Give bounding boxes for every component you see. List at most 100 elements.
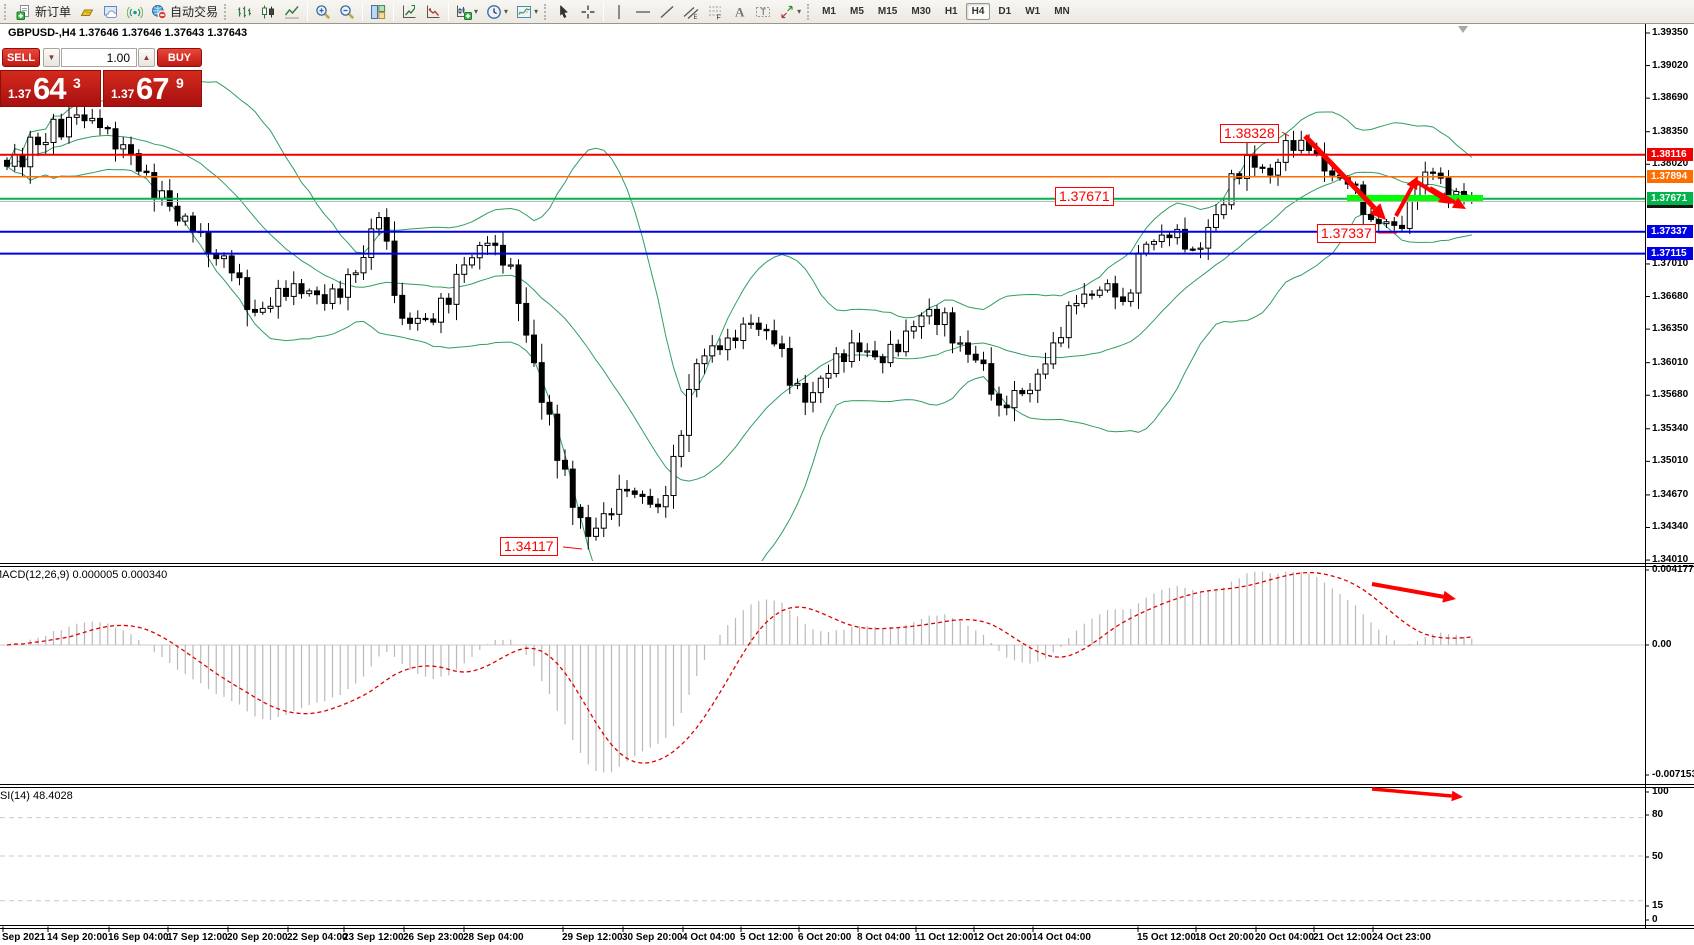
depth-of-market-button[interactable] (75, 1, 99, 22)
rsi-axis-tick: 15 (1652, 900, 1664, 911)
templates-button[interactable]: ▾ (512, 1, 542, 22)
chevron-down-icon[interactable]: ▾ (504, 7, 509, 16)
horizontal-level-lines[interactable] (0, 153, 1645, 255)
price-marker-1.37115: 1.37115 (1647, 247, 1693, 261)
tline-icon (660, 5, 674, 18)
navigator-button[interactable] (421, 1, 445, 22)
symbol-ohlc-line: GBPUSD-,H4 1.37646 1.37646 1.37643 1.376… (8, 27, 248, 39)
time-axis-label: 22 Sep 04:00 (287, 932, 348, 943)
time-axis-label: 4 Oct 04:00 (682, 932, 736, 943)
buy-price-panel[interactable]: 1.37 67 9 (103, 70, 202, 107)
main-chart-panel (4, 81, 1475, 561)
signals-button[interactable] (123, 1, 147, 22)
gold-icon (80, 9, 94, 16)
price-axis-tick: 1.35680 (1652, 389, 1689, 401)
price-axis-tick: 1.34340 (1652, 521, 1689, 533)
new-chart-button[interactable]: ▾ (452, 1, 482, 22)
draw-channel-button[interactable]: E (679, 1, 703, 22)
toolbar-separator (307, 2, 309, 21)
toolbar-grip (807, 3, 811, 20)
sell-price-big: 64 (33, 71, 66, 106)
time-axis-label: 12 Oct 20:00 (973, 932, 1032, 943)
timeframe-m30-button[interactable]: M30 (911, 6, 931, 17)
timeframe-w1-button[interactable]: W1 (1025, 6, 1041, 17)
new-order-icon (16, 4, 29, 20)
timeframe-mn-button[interactable]: MN (1054, 6, 1070, 17)
timeframe-d1-button[interactable]: D1 (998, 6, 1012, 17)
draw-text-button[interactable]: A (727, 1, 751, 22)
price-tag-annotation[interactable]: 1.37671 (1055, 187, 1114, 206)
timeframe-h1-button[interactable]: H1 (944, 6, 958, 17)
price-axis-tick: 1.36680 (1652, 290, 1689, 302)
cursor-button[interactable] (552, 1, 576, 22)
chevron-down-icon[interactable]: ▾ (534, 7, 539, 16)
price-tag-annotation[interactable]: 1.37337 (1317, 224, 1376, 243)
trend-arrow[interactable] (1428, 186, 1466, 209)
price-tag-annotation[interactable]: 1.34117 (500, 537, 558, 556)
vline-icon (618, 4, 620, 19)
support-line-segment[interactable] (1347, 195, 1483, 201)
trend-arrow[interactable] (1371, 582, 1456, 603)
time-axis-label: 5 Oct 12:00 (740, 932, 794, 943)
macd-histogram (14, 571, 1473, 773)
data-window-button[interactable] (397, 1, 421, 22)
timeframe-m15-button[interactable]: M15 (877, 6, 898, 17)
timeframe-m5-button[interactable]: M5 (850, 6, 864, 17)
macd-panel (0, 571, 1645, 773)
rsi-axis-tick: 0 (1652, 914, 1658, 925)
draw-label-button[interactable]: T (751, 1, 775, 22)
mql5-community-button[interactable] (99, 1, 123, 22)
trend-arrow[interactable] (1303, 134, 1386, 220)
crosshair-button[interactable] (576, 1, 600, 22)
trend-arrow[interactable] (1371, 787, 1463, 802)
time-axis-label: Sep 2021 (2, 932, 46, 943)
new-order-button[interactable]: 新订单 (12, 1, 75, 22)
draw-trendline-button[interactable] (655, 1, 679, 22)
chart-bars-button[interactable] (232, 1, 256, 22)
toolbar-grip (4, 3, 8, 20)
time-axis-label: 6 Oct 20:00 (798, 932, 852, 943)
chevron-down-icon[interactable]: ▾ (797, 7, 802, 16)
bollinger-bands (6, 81, 1473, 561)
clock-icon (487, 4, 501, 19)
tile-windows-button[interactable] (366, 1, 390, 22)
auto-trading-button[interactable]: 自动交易 (147, 1, 222, 22)
textA-icon: A (735, 4, 745, 19)
trend-arrow[interactable] (1394, 176, 1418, 217)
time-axis-label: 14 Oct 04:00 (1032, 932, 1091, 943)
price-axis-tick: 1.35010 (1652, 455, 1689, 467)
price-axis-tick: 1.38690 (1652, 92, 1689, 104)
buy-button[interactable]: BUY (157, 48, 202, 67)
rsi-axis-tick: 100 (1652, 786, 1669, 797)
chart-candles-button[interactable] (256, 1, 280, 22)
template-icon (517, 5, 532, 18)
timeframe-m1-button[interactable]: M1 (822, 6, 836, 17)
draw-arrows-button[interactable]: ▾ (775, 1, 805, 22)
time-axis-label: 18 Oct 20:00 (1195, 932, 1254, 943)
draw-vline-button[interactable] (607, 1, 631, 22)
price-axis-tick: 1.36010 (1652, 356, 1689, 368)
periods-button[interactable]: ▾ (482, 1, 512, 22)
draw-hline-button[interactable] (631, 1, 655, 22)
time-axis-label: 30 Sep 20:00 (622, 932, 683, 943)
timeframe-h4-button[interactable]: H4 (965, 3, 991, 20)
draw-fibonacci-button[interactable]: F (703, 1, 727, 22)
price-tag-annotation[interactable]: 1.38328 (1220, 124, 1279, 143)
volume-input[interactable] (61, 48, 137, 67)
chevron-down-icon[interactable]: ▾ (474, 7, 479, 16)
sell-button[interactable]: SELL (2, 48, 40, 67)
bars-icon (238, 6, 252, 17)
sell-price-panel[interactable]: 1.37 64 3 (0, 70, 101, 107)
zoom-in-button[interactable] (311, 1, 335, 22)
newchart-icon (457, 5, 473, 20)
zoom-out-button[interactable] (335, 1, 359, 22)
volume-increase-button[interactable]: ▲ (138, 48, 155, 67)
trend-arrow[interactable] (1412, 178, 1452, 204)
arrows-icon (781, 5, 793, 18)
price-marker-1.37337: 1.37337 (1647, 225, 1693, 239)
crosshair-icon (581, 5, 595, 18)
chart-line-button[interactable] (280, 1, 304, 22)
tile-icon (371, 4, 386, 19)
volume-decrease-button[interactable]: ▼ (43, 48, 60, 67)
